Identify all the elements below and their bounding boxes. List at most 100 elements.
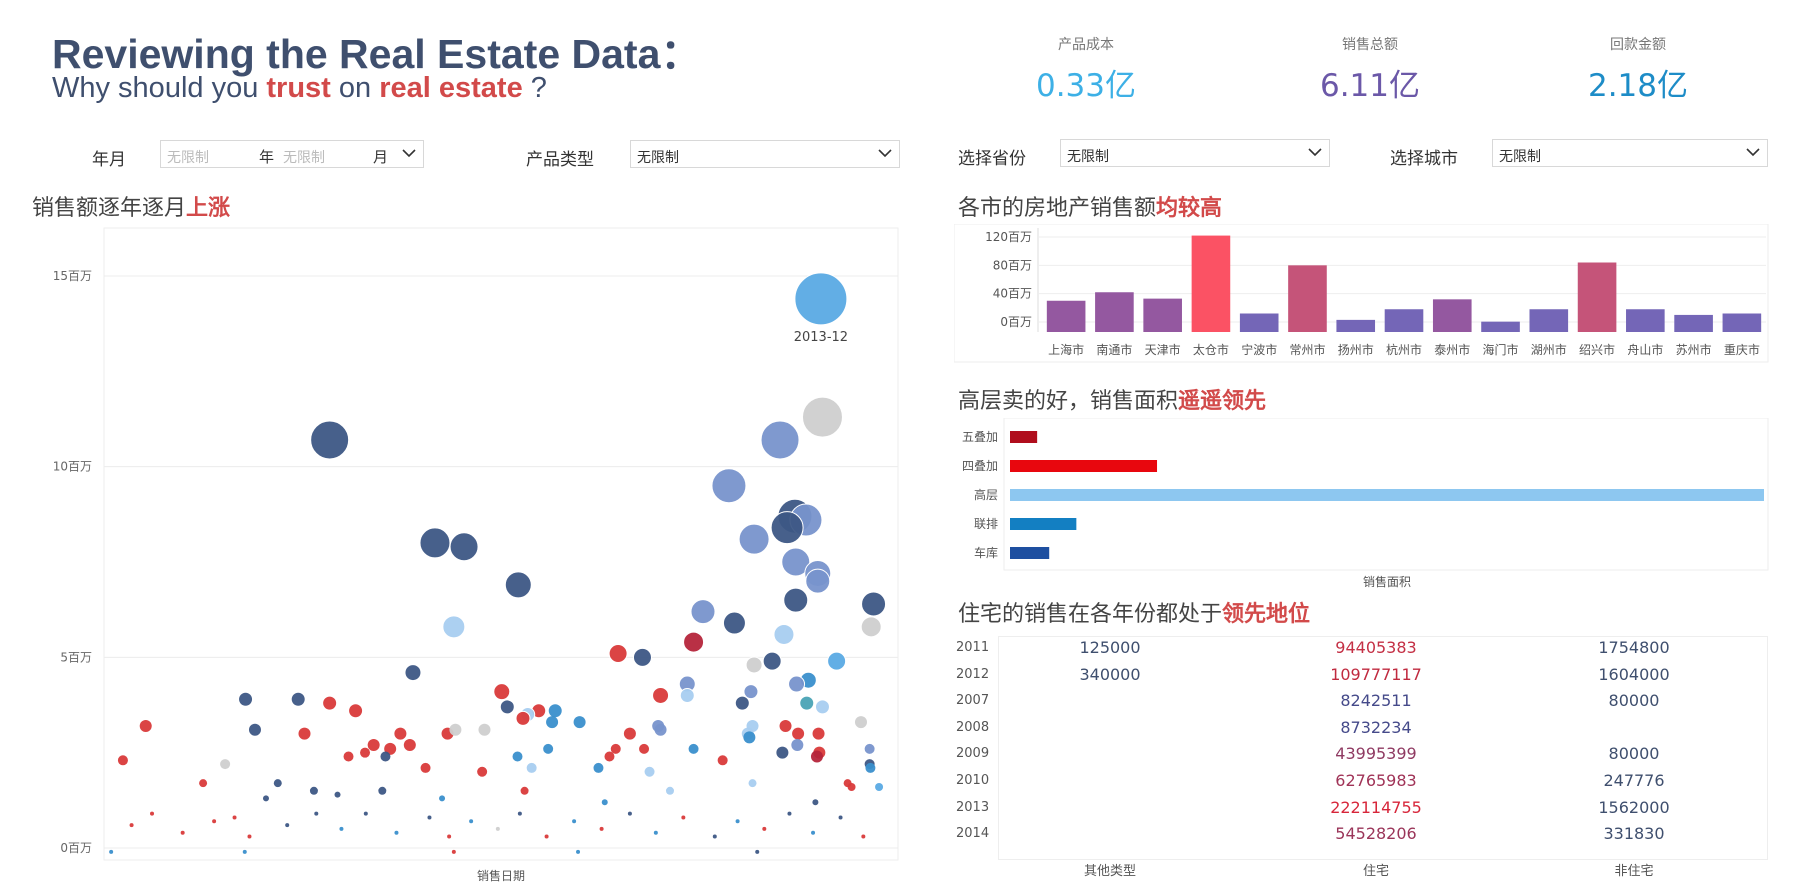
sales-scatter-chart: 0百万 5百万 10百万 15百万 2013-12 销售日期 [53,227,899,882]
scatter-point [861,834,866,839]
table-row-year: 2010 [956,773,990,788]
province-select[interactable]: 无限制 [1060,139,1330,167]
area-xaxis-label: 销售面积 [1363,574,1411,589]
scatter-point [546,716,559,729]
scatter-point [791,739,804,752]
scatter-point [367,739,380,752]
scatter-point [717,755,728,766]
city-category-label: 湖州市 [1531,342,1567,357]
scatter-point [632,647,652,667]
table-frame [998,636,1768,860]
subtitle-text: Why should you [52,72,267,104]
scatter-point [644,766,655,777]
kpi-cost-label: 产品成本 [1058,37,1114,53]
month-input[interactable]: 无限制 [283,150,325,166]
scatter-point [838,815,843,820]
scatter-point [403,739,416,752]
scatter-point [420,762,431,773]
scatter-point [447,834,452,839]
scatter-point [712,834,717,839]
city-category-label: 扬州市 [1338,342,1374,357]
scatter-point [773,623,795,645]
chevron-down-icon[interactable] [401,145,417,161]
table-row-year: 2009 [956,746,990,762]
scatter-point [180,830,185,835]
city-category-label: 天津市 [1145,342,1181,357]
scatter-point [799,695,815,711]
table-cell: 1754800 [1598,638,1670,657]
year-month-label: 年月 [92,150,126,170]
subtitle-highlight-real-estate: real estate [379,72,523,104]
scatter-point [610,743,621,754]
year-month-filter[interactable]: 无限制 年 无限制 月 [160,140,424,168]
chevron-down-icon[interactable] [877,145,893,161]
city-bar [1384,309,1424,332]
city-bar [1722,313,1762,332]
area-bar [1010,431,1038,443]
city-category-label: 重庆市 [1724,342,1760,357]
scatter-point [652,686,670,704]
area-category-label: 四叠加 [962,459,998,473]
table-cell: 80000 [1608,744,1660,764]
city-category-label: 上海市 [1048,342,1084,357]
scatter-point [861,591,887,617]
scatter-point [248,723,261,736]
scatter-point [451,849,456,854]
scatter-point [427,815,432,820]
scatter-point [679,687,695,703]
scatter-point [517,811,522,816]
chevron-down-icon[interactable] [1307,144,1323,160]
scatter-point [515,710,531,726]
city-category-label: 常州市 [1289,342,1325,357]
city-select[interactable]: 无限制 [1492,139,1768,167]
area-title-highlight: 遥遥领先 [1178,389,1267,414]
subtitle-text-mid: on [330,72,380,104]
scatter-ytick-label: 10百万 [53,460,92,474]
scatter-point [735,819,740,824]
product-type-select[interactable]: 无限制 [630,140,900,168]
table-title-text: 住宅的销售在各年份都处于 [958,602,1223,627]
scatter-point [593,762,604,773]
scatter-point [762,651,782,671]
area-title-text: 高层卖的好，销售面积 [958,389,1179,414]
scatter-point [499,699,515,715]
scatter-ytick-label: 0百万 [60,841,92,855]
product-type-label: 产品类型 [526,150,594,170]
area-category-label: 五叠加 [962,430,998,444]
city-category-label: 宁波市 [1241,342,1277,357]
scatter-point [760,420,800,460]
chevron-down-icon[interactable] [1745,144,1761,160]
city-bar [1143,298,1182,332]
table-cell: 80000 [1608,691,1660,711]
scatter-point [199,779,208,788]
scatter-point [776,746,789,759]
scatter-point [654,723,667,736]
kpi-sales-value: 6.11亿 [1319,68,1421,104]
area-chart-frame [1003,418,1769,571]
table-cell: 109777117 [1330,664,1422,684]
year-input[interactable]: 无限制 [167,150,209,166]
scatter-point [285,823,290,828]
city-ytick-label: 120百万 [985,230,1032,244]
table-row-year: 2014 [956,826,990,842]
scatter-xaxis-label: 销售日期 [477,868,525,882]
area-category-label: 车库 [974,545,998,560]
scatter-point [493,683,511,701]
table-section-title: 住宅的销售在各年份都处于领先地位 [958,596,1310,628]
scatter-point [783,587,809,613]
scatter-point [380,751,391,762]
scatter-point [781,547,811,577]
table-cell: 222114755 [1330,797,1422,817]
scatter-point [860,616,882,638]
scatter-point [478,723,491,736]
table-cell: 43995399 [1335,744,1417,764]
sales-by-year-table: 2011 125000 94405383 1754800 2012 340000 10977… [954,632,1770,882]
scatter-ytick-label: 5百万 [60,650,92,664]
scatter-point [526,762,537,773]
scatter-point [683,631,705,653]
table-row-year: 2011 [956,640,990,655]
table-cell: 331830 [1603,824,1665,844]
scatter-point [504,571,532,599]
year-unit-label: 年 [259,148,275,166]
scatter-point [792,727,805,740]
